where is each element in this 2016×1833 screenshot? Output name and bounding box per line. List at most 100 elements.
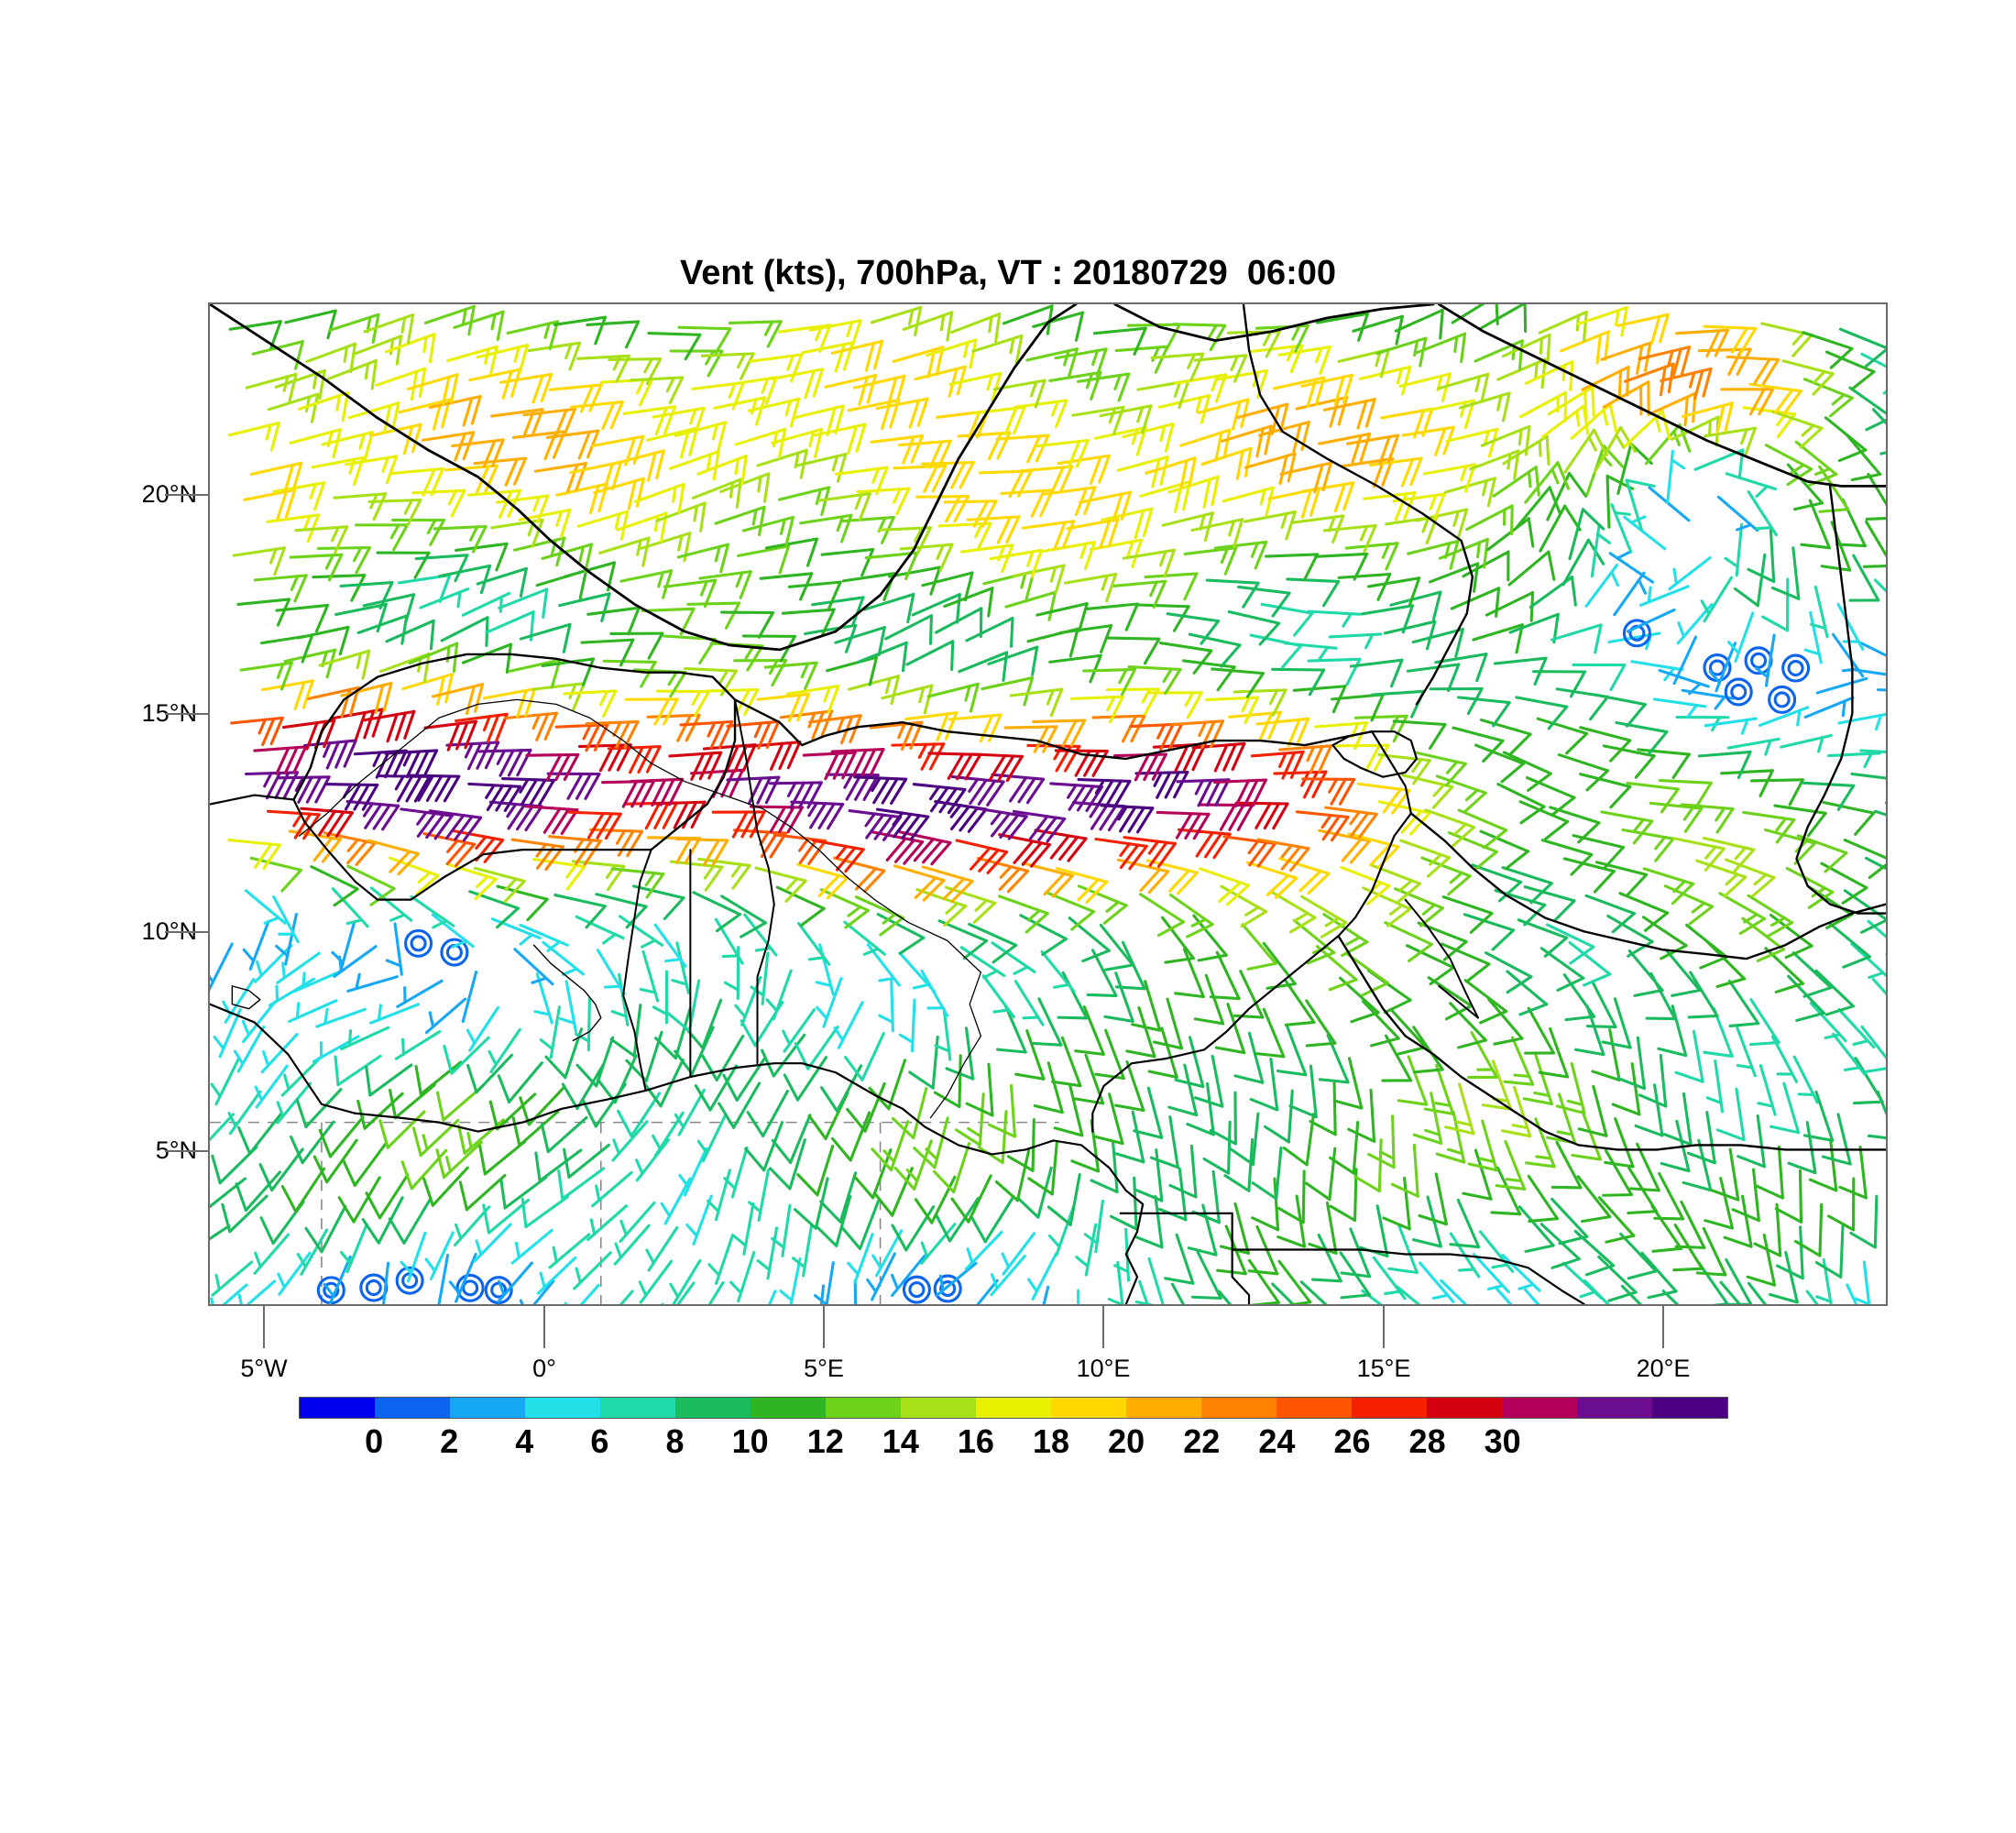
wind-barb bbox=[609, 631, 664, 660]
wind-barb bbox=[1873, 809, 1886, 817]
wind-barb bbox=[1322, 523, 1377, 554]
wind-barb bbox=[1004, 590, 1057, 621]
wind-barb bbox=[576, 510, 630, 541]
wind-barb bbox=[741, 634, 796, 663]
wind-barb bbox=[1276, 1026, 1308, 1077]
colorbar-tick-label: 20 bbox=[1108, 1422, 1145, 1460]
wind-barb bbox=[1768, 685, 1797, 714]
wind-barb bbox=[534, 1148, 583, 1182]
wind-barb bbox=[397, 574, 452, 603]
wind-barb bbox=[1495, 1287, 1513, 1304]
wind-barb bbox=[1660, 367, 1713, 400]
wind-barb bbox=[519, 923, 569, 952]
wind-barb bbox=[1384, 921, 1433, 963]
wind-barb bbox=[609, 1004, 642, 1058]
wind-barb bbox=[1227, 609, 1281, 646]
wind-barb bbox=[421, 431, 476, 462]
wind-barb bbox=[488, 1027, 521, 1074]
wind-barb bbox=[445, 741, 500, 771]
wind-barb bbox=[1381, 1034, 1413, 1082]
wind-barb bbox=[569, 460, 623, 492]
wind-barb bbox=[1641, 916, 1688, 960]
wind-barb bbox=[1474, 743, 1526, 784]
wind-barb bbox=[932, 1141, 971, 1194]
wind-barb bbox=[707, 1280, 725, 1304]
xtick-label-10E: 10°E bbox=[1076, 1355, 1131, 1382]
wind-barb bbox=[948, 371, 1003, 402]
wind-barb bbox=[733, 659, 788, 687]
colorbar-segment bbox=[450, 1398, 525, 1418]
wind-barb bbox=[726, 775, 781, 806]
wind-barb bbox=[1623, 409, 1671, 448]
wind-barb bbox=[276, 1081, 312, 1125]
wind-barb bbox=[1593, 693, 1647, 728]
wind-barb bbox=[1637, 748, 1691, 780]
wind-barb bbox=[943, 587, 994, 618]
wind-barb bbox=[1419, 1261, 1455, 1303]
wind-barb bbox=[1441, 895, 1494, 934]
wind-barb bbox=[1606, 914, 1654, 958]
wind-barb bbox=[1458, 391, 1511, 423]
wind-barb bbox=[363, 313, 415, 345]
wind-barb bbox=[981, 974, 1015, 1019]
wind-barb bbox=[1332, 1057, 1364, 1110]
wind-barb bbox=[334, 1054, 382, 1087]
wind-barb bbox=[835, 466, 889, 496]
wind-barb bbox=[1288, 1064, 1318, 1119]
wind-barb bbox=[1260, 602, 1314, 637]
wind-barb bbox=[290, 1120, 335, 1165]
wind-barb bbox=[1515, 696, 1569, 730]
wind-barb bbox=[1716, 495, 1759, 532]
wind-barb bbox=[1213, 540, 1268, 570]
wind-barb bbox=[318, 1115, 365, 1158]
wind-barb bbox=[522, 407, 576, 438]
wind-barb bbox=[1278, 744, 1333, 774]
wind-barb bbox=[1295, 810, 1350, 842]
wind-barb bbox=[1383, 620, 1437, 651]
wind-barb bbox=[853, 374, 906, 407]
wind-barb bbox=[813, 1261, 835, 1304]
wind-barb bbox=[937, 521, 992, 551]
wind-barb bbox=[987, 1083, 1016, 1138]
wind-barb bbox=[384, 749, 439, 779]
wind-barb bbox=[575, 997, 591, 1052]
colorbar-segment bbox=[1352, 1398, 1427, 1418]
wind-barb bbox=[390, 466, 444, 497]
wind-barb bbox=[1032, 719, 1087, 748]
wind-barb bbox=[1723, 1194, 1753, 1248]
wind-barb bbox=[1447, 831, 1498, 872]
wind-barb bbox=[1009, 687, 1064, 718]
wind-barb bbox=[277, 1251, 312, 1296]
wind-barb bbox=[1584, 894, 1636, 934]
wind-barb bbox=[1279, 461, 1332, 494]
wind-barb bbox=[1550, 623, 1603, 654]
wind-barb bbox=[1524, 1006, 1555, 1055]
wind-barb bbox=[1695, 1226, 1727, 1277]
ytick-mark-5N bbox=[165, 1150, 208, 1152]
wind-barb bbox=[1314, 552, 1369, 581]
wind-barb bbox=[1731, 1168, 1760, 1223]
wind-barb bbox=[619, 569, 674, 599]
wind-barb bbox=[1299, 1280, 1328, 1304]
wind-barb bbox=[817, 492, 871, 521]
wind-barb bbox=[783, 1056, 828, 1102]
wind-barb bbox=[1415, 508, 1469, 539]
wind-barb bbox=[1114, 1110, 1145, 1164]
wind-barb bbox=[1747, 1281, 1768, 1304]
wind-barb bbox=[1277, 345, 1331, 375]
wind-barb bbox=[1495, 1140, 1527, 1191]
wind-barb bbox=[1449, 1198, 1481, 1249]
wind-barb bbox=[346, 864, 396, 906]
colorbar-tick-label: 14 bbox=[882, 1422, 919, 1460]
wind-barb bbox=[1200, 446, 1253, 480]
wind-barb bbox=[531, 682, 586, 711]
wind-barb bbox=[1496, 783, 1546, 825]
wind-barb bbox=[1720, 388, 1775, 416]
wind-barb bbox=[453, 310, 505, 341]
wind-barb bbox=[1133, 1086, 1164, 1139]
wind-barb bbox=[561, 1062, 605, 1111]
wind-barb bbox=[964, 1230, 1003, 1271]
wind-barbs bbox=[210, 304, 1886, 1304]
wind-barb bbox=[422, 832, 477, 868]
wind-barb bbox=[1014, 1029, 1046, 1081]
